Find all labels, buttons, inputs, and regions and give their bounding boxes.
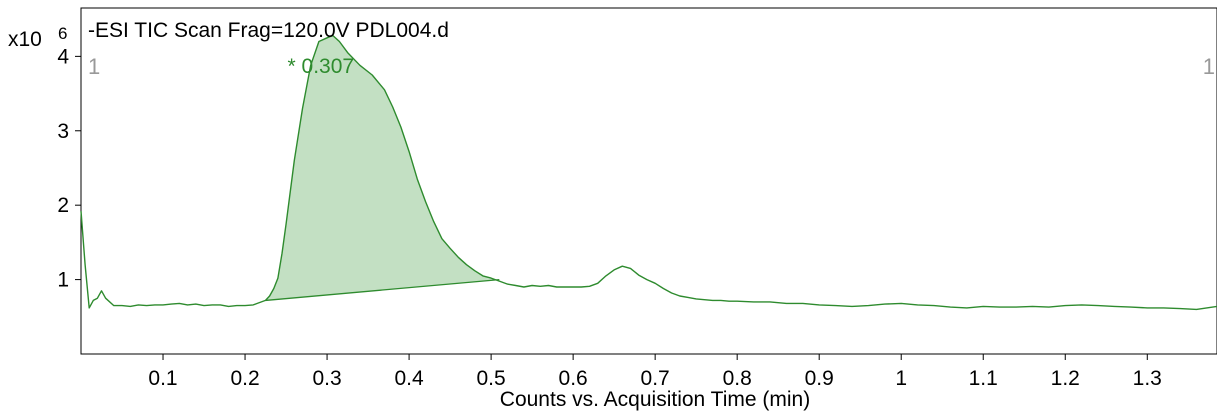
peak-area-fill [265, 35, 500, 301]
y-multiplier-exponent: 6 [58, 24, 67, 43]
tic-series-line [80, 34, 1217, 311]
plot-frame [80, 7, 1217, 355]
x-tick-label: 1.2 [1051, 367, 1080, 390]
y-axis-ticks: 1 2 3 4 [57, 45, 81, 292]
corner-label-left: 1 [88, 54, 100, 79]
y-tick-label: 4 [57, 45, 69, 68]
y-multiplier-label: x10 [8, 28, 42, 51]
x-tick-label: 1.1 [969, 367, 998, 390]
y-tick-label: 1 [57, 269, 69, 292]
corner-label-right: 1 [1203, 54, 1215, 79]
x-tick-label: 0.4 [394, 367, 424, 390]
y-tick-label: 3 [57, 120, 69, 143]
x-tick-label: 0.3 [312, 367, 341, 390]
peak-baseline [265, 278, 500, 302]
x-tick-label: 0.1 [148, 367, 177, 390]
x-tick-label: 1.3 [1133, 367, 1162, 390]
x-tick-label: 0.7 [641, 367, 670, 390]
x-tick-label: 0.6 [559, 367, 588, 390]
x-tick-label: 0.5 [477, 367, 506, 390]
x-tick-label: 0.2 [230, 367, 259, 390]
plot-area: * 0.307 [80, 7, 1217, 355]
peak-label: * 0.307 [288, 55, 355, 78]
x-axis-ticks: 0.1 0.2 0.3 0.4 0.5 0.6 0.7 0.8 0.9 1 1.1 1.2 1.3 [148, 354, 1162, 390]
y-tick-label: 2 [57, 194, 69, 217]
x-tick-label: 0.9 [805, 367, 834, 390]
x-tick-label: 0.8 [723, 367, 752, 390]
x-axis-label: Counts vs. Acquisition Time (min) [500, 388, 810, 411]
chart-title: -ESI TIC Scan Frag=120.0V PDL004.d [88, 19, 449, 42]
x-tick-label: 1 [895, 367, 907, 390]
